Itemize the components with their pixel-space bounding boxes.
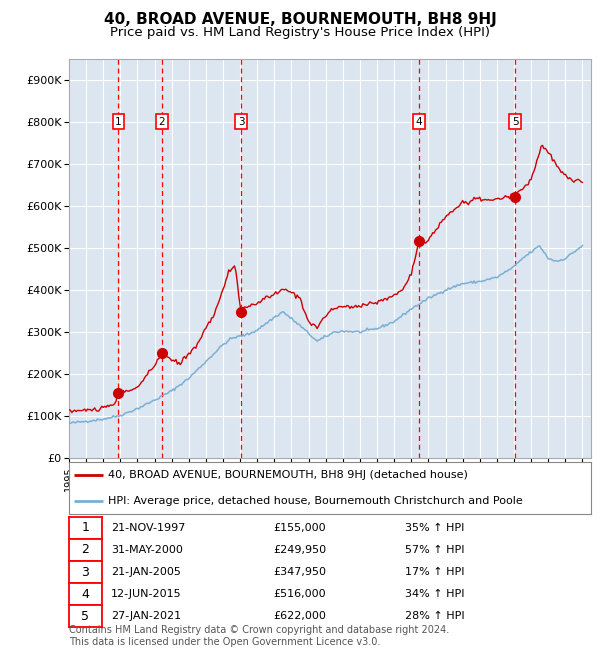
Text: 12-JUN-2015: 12-JUN-2015 bbox=[111, 589, 182, 599]
Text: 2: 2 bbox=[158, 116, 165, 127]
Text: 3: 3 bbox=[82, 566, 89, 578]
Text: Contains HM Land Registry data © Crown copyright and database right 2024.
This d: Contains HM Land Registry data © Crown c… bbox=[69, 625, 449, 647]
Text: 2: 2 bbox=[82, 543, 89, 556]
Text: 40, BROAD AVENUE, BOURNEMOUTH, BH8 9HJ: 40, BROAD AVENUE, BOURNEMOUTH, BH8 9HJ bbox=[104, 12, 496, 27]
Text: 1: 1 bbox=[82, 521, 89, 534]
Text: Price paid vs. HM Land Registry's House Price Index (HPI): Price paid vs. HM Land Registry's House … bbox=[110, 26, 490, 39]
Text: £516,000: £516,000 bbox=[273, 589, 326, 599]
Text: 31-MAY-2000: 31-MAY-2000 bbox=[111, 545, 183, 555]
Text: 40, BROAD AVENUE, BOURNEMOUTH, BH8 9HJ (detached house): 40, BROAD AVENUE, BOURNEMOUTH, BH8 9HJ (… bbox=[108, 469, 468, 480]
Text: 34% ↑ HPI: 34% ↑ HPI bbox=[405, 589, 464, 599]
Text: 21-NOV-1997: 21-NOV-1997 bbox=[111, 523, 185, 533]
Text: 5: 5 bbox=[82, 610, 89, 623]
Text: 35% ↑ HPI: 35% ↑ HPI bbox=[405, 523, 464, 533]
Text: 5: 5 bbox=[512, 116, 518, 127]
Text: 3: 3 bbox=[238, 116, 244, 127]
Text: 1: 1 bbox=[115, 116, 122, 127]
Text: HPI: Average price, detached house, Bournemouth Christchurch and Poole: HPI: Average price, detached house, Bour… bbox=[108, 495, 523, 506]
Text: 4: 4 bbox=[416, 116, 422, 127]
Text: 57% ↑ HPI: 57% ↑ HPI bbox=[405, 545, 464, 555]
Text: £347,950: £347,950 bbox=[273, 567, 326, 577]
Text: 28% ↑ HPI: 28% ↑ HPI bbox=[405, 611, 464, 621]
Text: £155,000: £155,000 bbox=[273, 523, 326, 533]
Text: £622,000: £622,000 bbox=[273, 611, 326, 621]
Text: 17% ↑ HPI: 17% ↑ HPI bbox=[405, 567, 464, 577]
Text: £249,950: £249,950 bbox=[273, 545, 326, 555]
Text: 21-JAN-2005: 21-JAN-2005 bbox=[111, 567, 181, 577]
Text: 27-JAN-2021: 27-JAN-2021 bbox=[111, 611, 181, 621]
Text: 4: 4 bbox=[82, 588, 89, 601]
